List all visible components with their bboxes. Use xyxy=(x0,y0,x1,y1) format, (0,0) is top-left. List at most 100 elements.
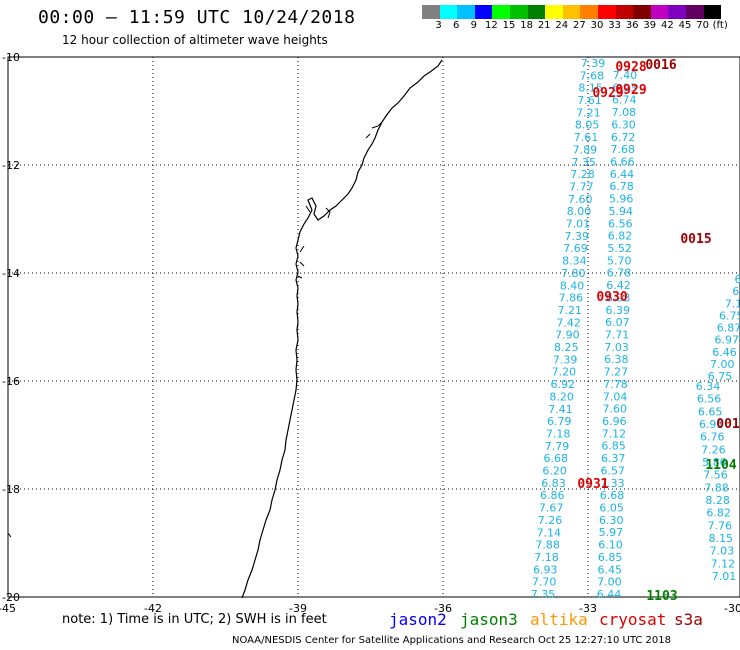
wave-height-value: 7.27 xyxy=(604,366,629,379)
wave-height-value: 6.78 xyxy=(607,267,632,280)
wave-height-value: 6.83 xyxy=(541,477,566,490)
wave-height-value: 6.74 xyxy=(612,94,637,107)
wave-height-value: 8.15 xyxy=(578,82,603,95)
color-swatch xyxy=(615,5,634,19)
color-scale-label: 42 xyxy=(661,20,674,31)
wave-height-value: 7.61 xyxy=(574,131,599,144)
wave-height-value: 6.30 xyxy=(599,514,624,527)
wave-height-value: 6.72 xyxy=(611,131,636,144)
color-swatch xyxy=(633,5,651,19)
wave-height-value: 7.26 xyxy=(538,514,563,527)
wave-height-value: 6.56 xyxy=(697,393,722,406)
map-frame xyxy=(7,56,740,598)
color-swatch xyxy=(492,5,510,19)
axis-labels: -45 -42 -39 -36 -33 -30 -10 -12 -14 -16 -18 -20 xyxy=(0,51,740,615)
wave-height-value: 7.89 xyxy=(573,143,598,156)
wave-height-value: 8.40 xyxy=(560,279,585,292)
wave-height-value: 7.79 xyxy=(545,440,570,453)
wave-height-value: 6.42 xyxy=(606,279,631,292)
wave-height-value: 7.88 xyxy=(535,539,560,552)
wave-height-value: 5.94 xyxy=(609,205,634,218)
wave-height-value: 5.96 xyxy=(609,193,634,206)
wave-height-value: 7.40 xyxy=(613,69,638,82)
wave-height-value: 7.71 xyxy=(605,329,630,342)
pass-time-label: 0015 xyxy=(680,232,711,247)
pass-time-label: 1103 xyxy=(646,589,677,604)
color-swatch xyxy=(562,5,581,19)
wave-height-value: 6.07 xyxy=(605,316,630,329)
wave-height-value: 7.14 xyxy=(537,526,562,539)
wave-height-value: 7.33 xyxy=(600,477,625,490)
wave-height-value: 7.67 xyxy=(539,502,564,515)
wave-height-value: 6.44 xyxy=(597,588,622,601)
wave-height-value: 6.93 xyxy=(606,291,631,304)
wave-height-value: 6.76 xyxy=(700,431,725,444)
wave-height-value: 6.20 xyxy=(542,465,567,478)
wave-height-value: 7.03 xyxy=(604,341,629,354)
pass-time-label: 001 xyxy=(716,417,740,432)
color-scale-label: 30 xyxy=(590,20,604,31)
wave-height-value: 8.20 xyxy=(549,390,574,403)
color-scale-label: 18 xyxy=(520,20,533,31)
wave-height-value: 7.77 xyxy=(569,180,594,193)
x-tick-label: -36 xyxy=(434,602,452,615)
x-tick-label: -45 xyxy=(0,602,16,615)
page-title: 00:00 — 11:59 UTC 10/24/2018 xyxy=(38,7,356,28)
color-swatch xyxy=(580,5,598,19)
x-tick-label: -33 xyxy=(579,602,597,615)
legend-cryosat: cryosat xyxy=(599,610,667,629)
pass-time-label: 0928 xyxy=(615,60,646,75)
wave-height-value: 8.05 xyxy=(575,119,600,132)
wave-height-value: 7.04 xyxy=(603,390,628,403)
wave-height-value: 7.56 xyxy=(703,469,728,482)
wave-height-value: 7.18 xyxy=(546,427,571,440)
wave-height-value: 8.00 xyxy=(567,205,592,218)
wave-height-value: 6.79 xyxy=(547,415,572,428)
wave-height-value: 6.78 xyxy=(609,180,634,193)
color-swatch xyxy=(439,5,458,19)
wave-height-value: 7.70 xyxy=(532,576,557,589)
y-tick-label: -10 xyxy=(2,51,20,64)
color-swatch xyxy=(545,5,563,19)
color-scale-swatches xyxy=(422,5,732,19)
footnote: note: 1) Time is in UTC; 2) SWH is in fe… xyxy=(62,612,327,627)
wave-height-value: 7.60 xyxy=(568,193,593,206)
pass-time-label: 0931 xyxy=(577,477,608,492)
color-scale-legend: 3 6 9 12 15 18 21 24 27 30 33 36 39 42 45 70 (ft) xyxy=(422,5,732,33)
wave-height-value: 6.45 xyxy=(598,563,623,576)
color-scale-label: (ft) xyxy=(712,20,728,31)
wave-height-value: 6.93 xyxy=(612,81,637,94)
wave-height-value: 7.00 xyxy=(710,358,735,371)
wave-height-value: 7.21 xyxy=(557,304,582,317)
wave-height-value: 6.39 xyxy=(606,304,631,317)
wave-height-value: 6.82 xyxy=(706,507,731,520)
wave-height-value: 7.39 xyxy=(581,57,606,70)
color-scale-label: 9 xyxy=(470,20,477,31)
legend-jason2: jason2 xyxy=(389,610,447,629)
wave-height-value: 7.68 xyxy=(610,143,635,156)
coastline xyxy=(241,59,443,599)
color-swatch xyxy=(509,5,528,19)
x-tick-label: -42 xyxy=(144,602,162,615)
wave-height-value: 7.80 xyxy=(561,267,586,280)
wave-height-value: 7.01 xyxy=(566,218,591,231)
wave-height-value: 7.26 xyxy=(701,443,726,456)
wave-height-value: 6.10 xyxy=(598,539,623,552)
wave-height-value: 6.46 xyxy=(712,346,737,359)
wave-height-value: 6.66 xyxy=(610,156,635,169)
color-swatch xyxy=(422,5,440,19)
x-tick-label: -30 xyxy=(724,602,740,615)
color-scale-label: 33 xyxy=(608,20,621,31)
pass-time-label: 1104 xyxy=(705,458,736,473)
wave-height-value: 7.03 xyxy=(710,545,735,558)
color-swatch xyxy=(650,5,669,19)
wave-height-value: 7.42 xyxy=(556,316,581,329)
wave-height-value: 7.39 xyxy=(564,230,589,243)
pass-time-label: 0929 xyxy=(592,86,623,101)
legend-altika: altika xyxy=(530,610,588,629)
wave-height-value: 6.56 xyxy=(608,217,633,230)
wave-height-value: 6.34 xyxy=(696,380,721,393)
wave-height-value: 7.88 xyxy=(704,481,729,494)
wave-height-value: 8.34 xyxy=(562,255,587,268)
wave-height-value: 8.15 xyxy=(709,532,734,545)
